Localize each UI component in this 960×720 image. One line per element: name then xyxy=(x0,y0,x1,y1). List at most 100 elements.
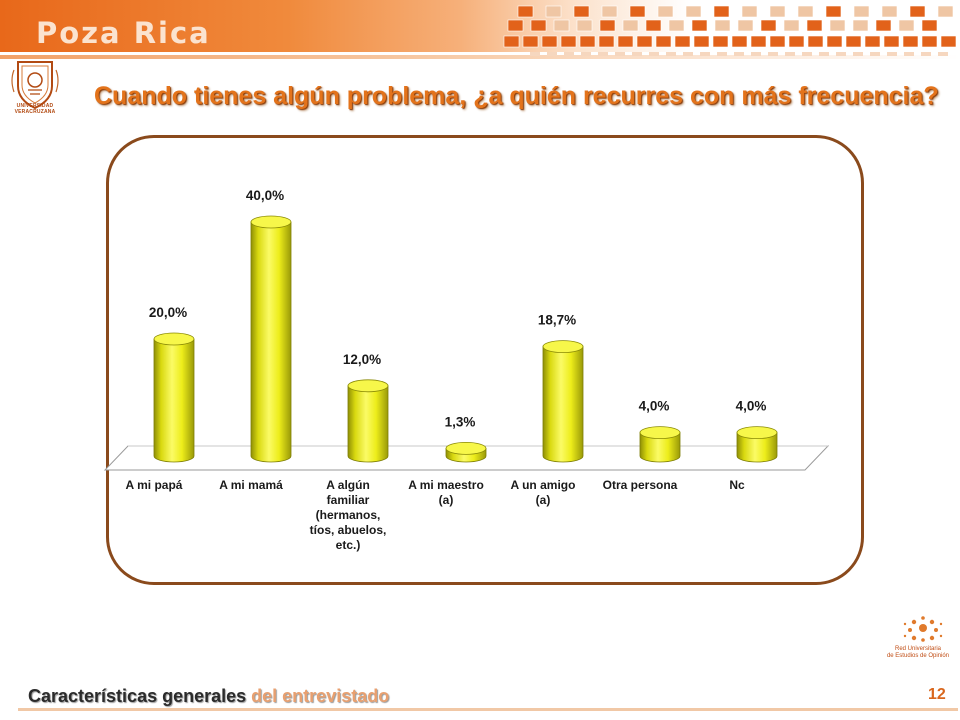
banner-tile xyxy=(573,5,590,18)
category-label: A un amigo xyxy=(511,478,576,492)
banner-tile xyxy=(836,52,846,56)
banner-tile xyxy=(674,35,691,48)
banner-tile xyxy=(881,5,898,18)
banner-tile xyxy=(845,35,862,48)
banner-tile xyxy=(581,52,591,56)
banner-tile xyxy=(898,19,915,32)
banner-tile xyxy=(852,19,869,32)
slide-title: Cuando tienes algún problema, ¿a quién r… xyxy=(94,82,939,110)
bar xyxy=(542,340,584,463)
category-label: Otra persona xyxy=(603,478,678,492)
banner-tile xyxy=(657,5,674,18)
banner-tile xyxy=(797,5,814,18)
banner-tile xyxy=(829,19,846,32)
banner-tile xyxy=(940,35,957,48)
bar xyxy=(736,426,778,463)
banner-tile xyxy=(649,52,659,56)
value-label: 12,0% xyxy=(343,352,381,367)
banner-tile xyxy=(788,35,805,48)
banner-tile xyxy=(760,19,777,32)
bar xyxy=(250,215,292,463)
banner-tile xyxy=(547,52,557,56)
banner-tile xyxy=(713,5,730,18)
bar xyxy=(347,379,389,463)
banner-tile xyxy=(632,52,642,56)
banner-tile xyxy=(601,5,618,18)
banner-tile xyxy=(530,19,547,32)
banner-tile xyxy=(503,35,520,48)
value-label: 40,0% xyxy=(246,188,284,203)
brand-title: Poza Rica xyxy=(36,16,211,50)
bar-body xyxy=(153,338,195,463)
banner-tile xyxy=(883,35,900,48)
banner-tile xyxy=(875,19,892,32)
bar-cap xyxy=(153,332,195,346)
banner-divider xyxy=(0,55,960,59)
banner-tile xyxy=(553,19,570,32)
university-seal-logo xyxy=(11,61,59,110)
banner-tile xyxy=(576,19,593,32)
footer-divider xyxy=(18,708,958,711)
bar-cap xyxy=(445,441,487,455)
bar-cap xyxy=(250,215,292,229)
banner-tile xyxy=(507,19,524,32)
category-label: (a) xyxy=(439,493,454,507)
banner-tile xyxy=(560,35,577,48)
network-caption: Red Universitaria de Estudios de Opinión xyxy=(876,646,960,660)
category-label: (hermanos, xyxy=(316,508,381,522)
banner-tile xyxy=(751,52,761,56)
banner-tile xyxy=(853,5,870,18)
category-label: (a) xyxy=(536,493,551,507)
banner-tile xyxy=(937,5,954,18)
banner-tile xyxy=(921,19,938,32)
value-label: 20,0% xyxy=(149,305,187,320)
banner-tile xyxy=(734,52,744,56)
banner-tile xyxy=(629,5,646,18)
banner-tile xyxy=(579,35,596,48)
banner-tile xyxy=(655,35,672,48)
banner-tile xyxy=(617,35,634,48)
banner-tile xyxy=(731,35,748,48)
banner-tile xyxy=(645,19,662,32)
banner-tile xyxy=(783,19,800,32)
banner-tile xyxy=(622,19,639,32)
banner-tile xyxy=(921,52,931,56)
banner-tile xyxy=(598,35,615,48)
bar-body xyxy=(347,385,389,463)
page-number: 12 xyxy=(928,686,946,703)
banner-tile xyxy=(741,5,758,18)
value-label: 1,3% xyxy=(445,414,476,429)
category-label: A algún xyxy=(326,478,370,492)
banner-tile xyxy=(636,35,653,48)
chart-frame xyxy=(106,135,864,585)
bar-cap xyxy=(639,426,681,440)
banner-tile xyxy=(769,5,786,18)
bar-body xyxy=(250,221,292,463)
banner-tile xyxy=(545,5,562,18)
banner-tile xyxy=(541,35,558,48)
banner-tile xyxy=(921,35,938,48)
banner-tile xyxy=(785,52,795,56)
banner-tile xyxy=(668,19,685,32)
footer-title-main: Características generales xyxy=(28,686,247,706)
banner-tile xyxy=(712,35,729,48)
footer-title: Características generales del entrevista… xyxy=(28,686,389,707)
banner-tile xyxy=(826,35,843,48)
value-label: 4,0% xyxy=(639,399,670,414)
network-caption-line1: Red Universitaria xyxy=(894,646,942,652)
banner-tile xyxy=(522,35,539,48)
category-label: tíos, abuelos, xyxy=(310,523,387,537)
banner-tile xyxy=(615,52,625,56)
banner-tile xyxy=(564,52,574,56)
banner-tile xyxy=(666,52,676,56)
bar-cap xyxy=(542,340,584,354)
banner-tile xyxy=(807,35,824,48)
bar xyxy=(153,332,195,463)
network-caption-line2: de Estudios de Opinión xyxy=(886,653,950,659)
banner-tile xyxy=(870,52,880,56)
bar xyxy=(445,441,487,463)
banner-tile xyxy=(806,19,823,32)
banner-tile xyxy=(904,52,914,56)
network-logo xyxy=(903,616,943,642)
